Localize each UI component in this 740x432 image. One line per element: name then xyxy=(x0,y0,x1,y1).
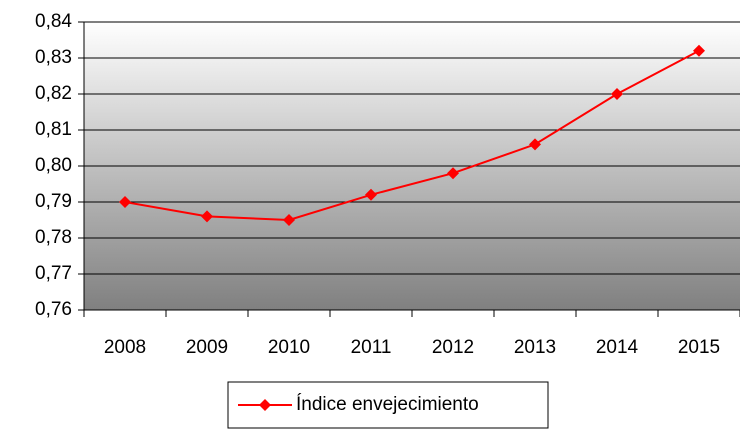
y-tick-label: 0,84 xyxy=(35,11,72,32)
x-tick-label: 2011 xyxy=(351,337,392,358)
legend-marker xyxy=(259,399,271,411)
y-tick-label: 0,76 xyxy=(35,299,72,320)
y-tick-label: 0,81 xyxy=(35,119,72,140)
x-tick-label: 2014 xyxy=(596,337,639,358)
marker xyxy=(201,210,213,223)
x-tick-label: 2009 xyxy=(186,337,228,358)
y-tick-label: 0,79 xyxy=(35,191,72,212)
y-tick-label: 0,82 xyxy=(35,83,72,104)
marker xyxy=(119,196,131,208)
marker xyxy=(529,138,541,151)
x-tick-label: 2008 xyxy=(104,337,146,358)
y-tick-label: 0,77 xyxy=(35,263,72,284)
marker xyxy=(365,188,377,201)
marker xyxy=(693,44,705,57)
y-tick-label: 0,83 xyxy=(35,47,72,68)
x-tick-label: 2015 xyxy=(678,337,720,358)
x-tick-label: 2010 xyxy=(268,337,310,358)
marker xyxy=(611,88,623,100)
y-tick-label: 0,78 xyxy=(35,227,72,248)
marker xyxy=(283,214,295,226)
marker xyxy=(447,167,459,180)
x-tick-label: 2013 xyxy=(514,337,556,358)
x-tick-label: 2012 xyxy=(432,337,474,358)
legend-label: Índice envejecimiento xyxy=(296,394,479,415)
line xyxy=(124,49,700,222)
y-tick-label: 0,80 xyxy=(35,155,72,176)
